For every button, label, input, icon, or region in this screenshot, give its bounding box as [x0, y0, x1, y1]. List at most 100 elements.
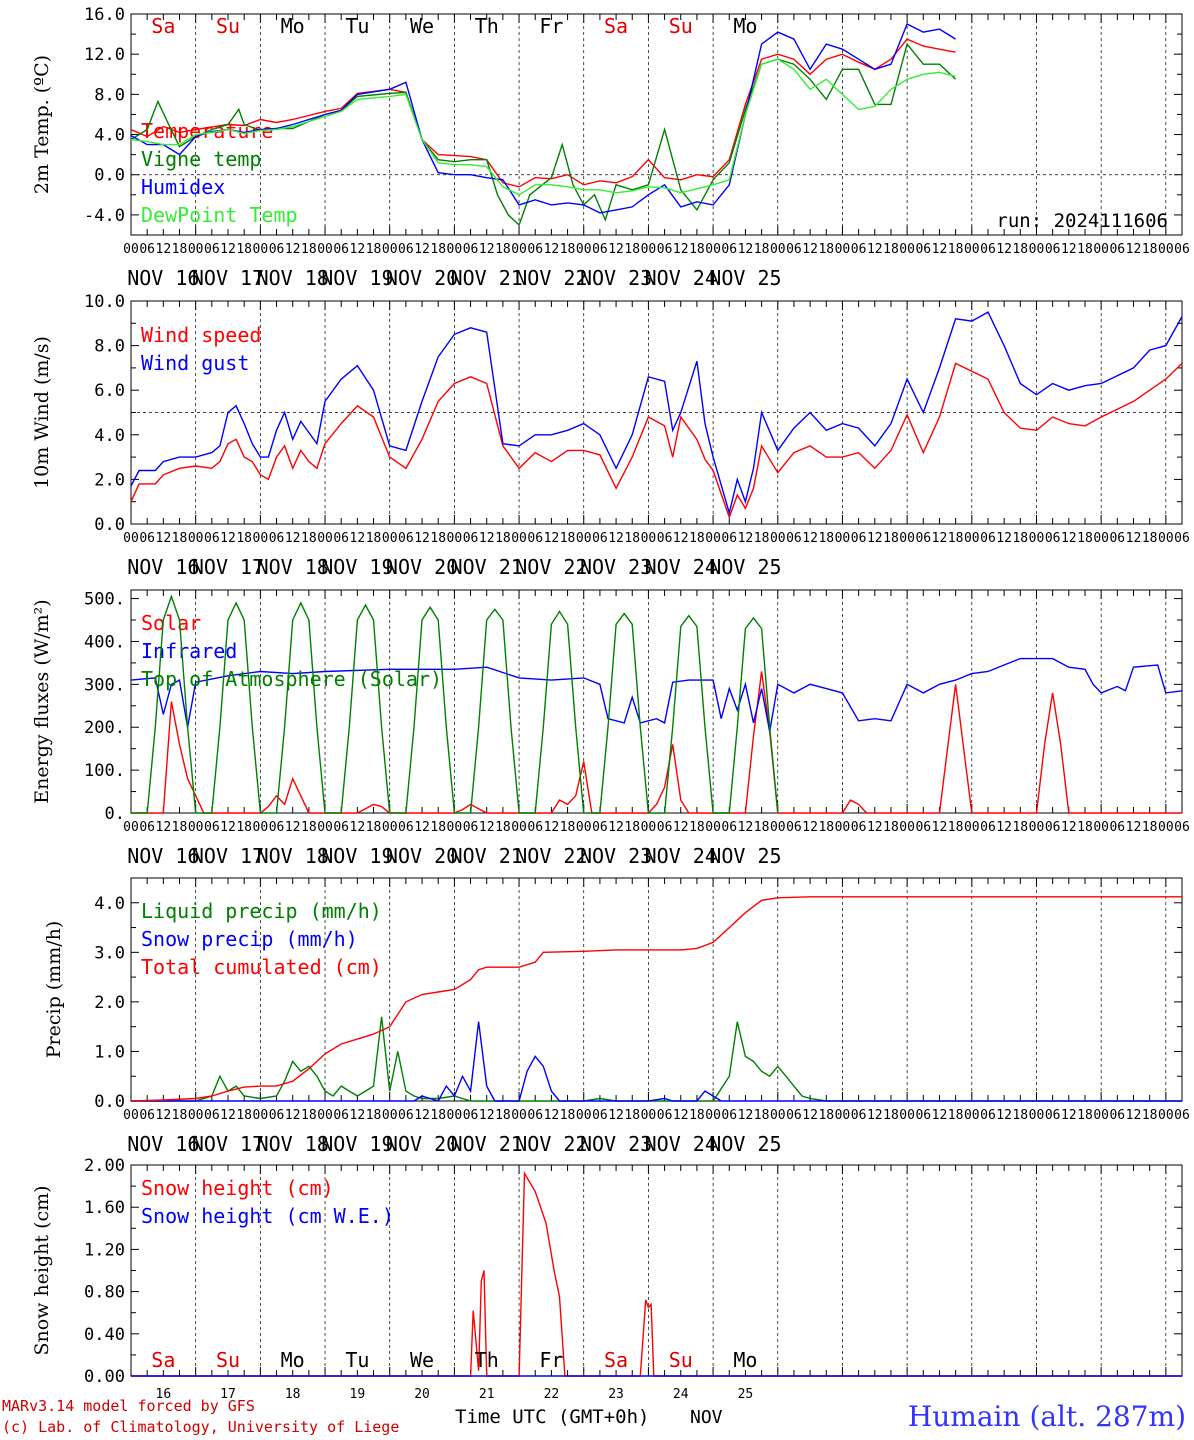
- date-label: NOV 24: [645, 844, 717, 868]
- legend-entry: Snow precip (mm/h): [141, 927, 358, 951]
- hour-tick-label: 12: [544, 1108, 560, 1123]
- hour-tick-label: 06: [1174, 1108, 1190, 1123]
- hour-tick-label: 00: [899, 531, 915, 546]
- hour-tick-label: 06: [592, 242, 608, 257]
- weekday-label: Su: [669, 1348, 693, 1372]
- y-tick-label: 2.00: [84, 1156, 125, 1176]
- series-line-0: [131, 671, 1182, 814]
- day-number-label: 18: [285, 1387, 301, 1400]
- weekday-label: Tu: [345, 14, 369, 38]
- y-tick-label: 6.0: [94, 381, 125, 401]
- date-label: NOV 23: [580, 1132, 652, 1156]
- date-label: NOV 20: [386, 266, 458, 290]
- date-label: NOV 21: [451, 266, 523, 290]
- hour-tick-label: 06: [204, 820, 220, 835]
- hour-tick-label: 06: [786, 1108, 802, 1123]
- date-label: NOV 25: [709, 266, 781, 290]
- hour-tick-label: 06: [1174, 531, 1190, 546]
- hour-tick-label: 18: [948, 820, 964, 835]
- hour-tick-label: 00: [1093, 1108, 1109, 1123]
- hour-tick-label: 18: [1077, 820, 1093, 835]
- weekday-label: Mo: [733, 14, 757, 38]
- model-credit: MARv3.14 model forced by GFS: [2, 1397, 255, 1415]
- date-label: NOV 22: [515, 1132, 587, 1156]
- hour-tick-label: 06: [463, 1108, 479, 1123]
- legend-entry: Top of Atmosphere (Solar): [141, 667, 442, 691]
- hour-tick-label: 18: [689, 242, 705, 257]
- hour-tick-label: 12: [673, 531, 689, 546]
- weekday-label: Sa: [151, 14, 175, 38]
- series-line-0: [130, 362, 1183, 520]
- y-tick-label: 10.0: [84, 292, 125, 312]
- hour-tick-label: 06: [1109, 820, 1125, 835]
- hour-tick-label: 18: [366, 242, 382, 257]
- panel-frame: [130, 13, 1183, 236]
- hour-tick-label: 18: [754, 531, 770, 546]
- hour-tick-label: 12: [932, 820, 948, 835]
- y-tick-label: 16.0: [84, 5, 125, 25]
- hour-tick-label: 06: [269, 242, 285, 257]
- hour-tick-label: 00: [1158, 531, 1174, 546]
- y-tick-label: 3.0: [94, 943, 125, 963]
- hour-tick-label: 00: [123, 531, 139, 546]
- hour-tick-label: 12: [738, 531, 754, 546]
- hour-tick-label: 00: [382, 1108, 398, 1123]
- hour-tick-label: 12: [414, 1108, 430, 1123]
- hour-tick-label: 06: [980, 820, 996, 835]
- hour-tick-label: 12: [544, 820, 560, 835]
- legend-entry: Wind speed: [141, 323, 261, 347]
- hour-tick-label: 00: [770, 820, 786, 835]
- hour-tick-label: 06: [269, 1108, 285, 1123]
- hour-tick-label: 06: [592, 531, 608, 546]
- hour-tick-label: 06: [333, 242, 349, 257]
- hour-tick-label: 18: [948, 531, 964, 546]
- hour-tick-label: 06: [1174, 242, 1190, 257]
- series-line-2: [131, 594, 779, 814]
- hour-tick-label: 00: [511, 531, 527, 546]
- day-number-label: 22: [544, 1387, 560, 1400]
- hour-tick-label: 18: [560, 1108, 576, 1123]
- y-axis-title: 10m Wind (m/s): [31, 336, 53, 489]
- hour-tick-label: 18: [1012, 531, 1028, 546]
- hour-tick-label: 12: [350, 242, 366, 257]
- month-label: NOV: [690, 1407, 723, 1428]
- date-label: NOV 23: [580, 266, 652, 290]
- hour-tick-label: 18: [948, 1108, 964, 1123]
- date-label: NOV 19: [321, 844, 393, 868]
- series-line-2: [130, 896, 1182, 1102]
- hour-tick-label: 00: [188, 1108, 204, 1123]
- hour-tick-label: 18: [689, 820, 705, 835]
- hour-tick-label: 12: [996, 531, 1012, 546]
- date-label: NOV 22: [515, 844, 587, 868]
- hour-tick-label: 18: [818, 820, 834, 835]
- date-label: NOV 17: [192, 555, 264, 579]
- weekday-label: Fr: [539, 1348, 563, 1372]
- hour-tick-label: 00: [1093, 820, 1109, 835]
- date-label: NOV 24: [645, 555, 717, 579]
- hour-tick-label: 00: [317, 1108, 333, 1123]
- hour-tick-label: 06: [1109, 1108, 1125, 1123]
- hour-tick-label: 18: [301, 531, 317, 546]
- hour-tick-label: 00: [641, 820, 657, 835]
- hour-tick-label: 00: [317, 820, 333, 835]
- hour-tick-label: 12: [156, 531, 172, 546]
- hour-tick-label: 00: [447, 531, 463, 546]
- y-tick-label: 12.0: [84, 45, 125, 65]
- date-label: NOV 17: [192, 1132, 264, 1156]
- hour-tick-label: 12: [479, 1108, 495, 1123]
- hour-tick-label: 00: [964, 531, 980, 546]
- hour-tick-label: 18: [366, 1108, 382, 1123]
- hour-tick-label: 18: [236, 531, 252, 546]
- date-label: NOV 16: [127, 555, 199, 579]
- hour-tick-label: 06: [463, 242, 479, 257]
- hour-tick-label: 06: [1045, 531, 1061, 546]
- hour-tick-label: 00: [511, 242, 527, 257]
- weekday-label: Th: [475, 1348, 499, 1372]
- hour-tick-label: 12: [867, 820, 883, 835]
- hour-tick-label: 18: [495, 242, 511, 257]
- hour-tick-label: 06: [851, 242, 867, 257]
- date-label: NOV 17: [192, 844, 264, 868]
- hour-tick-label: 00: [705, 531, 721, 546]
- hour-tick-label: 18: [1077, 1108, 1093, 1123]
- hour-tick-label: 18: [495, 820, 511, 835]
